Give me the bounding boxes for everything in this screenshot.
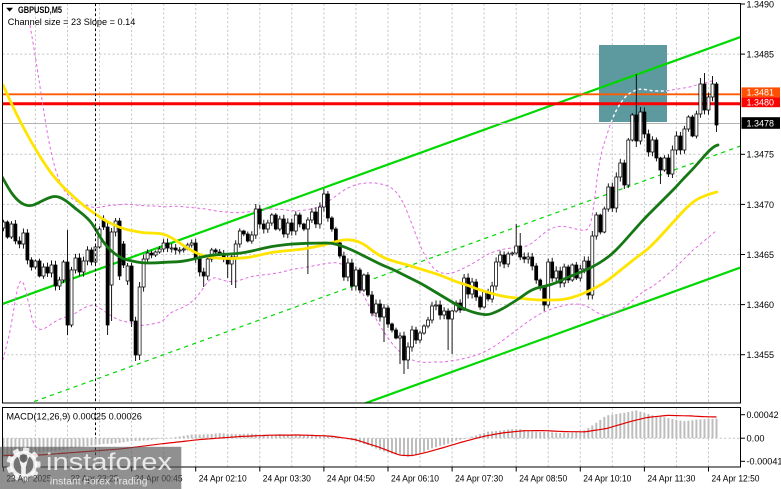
svg-text:1.3478: 1.3478 xyxy=(747,118,775,129)
svg-text:1.3481: 1.3481 xyxy=(747,87,775,98)
svg-text:1.3470: 1.3470 xyxy=(747,199,775,210)
svg-text:1.3455: 1.3455 xyxy=(747,349,775,360)
svg-text:24 Apr 10:10: 24 Apr 10:10 xyxy=(583,473,631,484)
svg-text:1.3480: 1.3480 xyxy=(747,96,775,107)
svg-text:1.3475: 1.3475 xyxy=(747,149,775,160)
svg-text:1.3465: 1.3465 xyxy=(747,249,775,260)
svg-text:23 Apr 2025: 23 Apr 2025 xyxy=(6,473,51,484)
svg-text:24 Apr 06:10: 24 Apr 06:10 xyxy=(391,473,439,484)
svg-text:instaforex: instaforex xyxy=(46,449,172,476)
svg-text:-0.00041: -0.00041 xyxy=(747,456,781,467)
svg-text:Channel size = 23 Slope = 0.14: Channel size = 23 Slope = 0.14 xyxy=(8,17,136,27)
svg-text:Instant Forex Trading: Instant Forex Trading xyxy=(50,477,148,488)
svg-text:24 Apr 12:50: 24 Apr 12:50 xyxy=(712,473,760,484)
svg-text:1.3460: 1.3460 xyxy=(747,299,775,310)
svg-text:24 Apr 08:50: 24 Apr 08:50 xyxy=(519,473,567,484)
svg-text:0.00042: 0.00042 xyxy=(747,409,779,420)
svg-text:24 Apr 07:30: 24 Apr 07:30 xyxy=(455,473,503,484)
svg-text:GBPUSD,M5: GBPUSD,M5 xyxy=(18,5,62,15)
svg-text:1.3490: 1.3490 xyxy=(747,0,775,9)
svg-text:24 Apr 00:45: 24 Apr 00:45 xyxy=(135,473,183,484)
svg-text:MACD(12,26,9) 0.00025 0.00026: MACD(12,26,9) 0.00025 0.00026 xyxy=(6,411,142,421)
svg-text:0.00: 0.00 xyxy=(747,433,765,444)
svg-text:24 Apr 02:10: 24 Apr 02:10 xyxy=(199,473,247,484)
svg-text:24 Apr 00:45: 24 Apr 00:45 xyxy=(135,473,183,484)
svg-text:24 Apr 11:30: 24 Apr 11:30 xyxy=(647,473,695,484)
svg-text:1.3485: 1.3485 xyxy=(747,49,775,60)
svg-text:24 Apr 03:30: 24 Apr 03:30 xyxy=(263,473,311,484)
svg-text:23 Apr 23:25: 23 Apr 23:25 xyxy=(71,473,119,484)
svg-text:24 Apr 04:50: 24 Apr 04:50 xyxy=(327,473,375,484)
